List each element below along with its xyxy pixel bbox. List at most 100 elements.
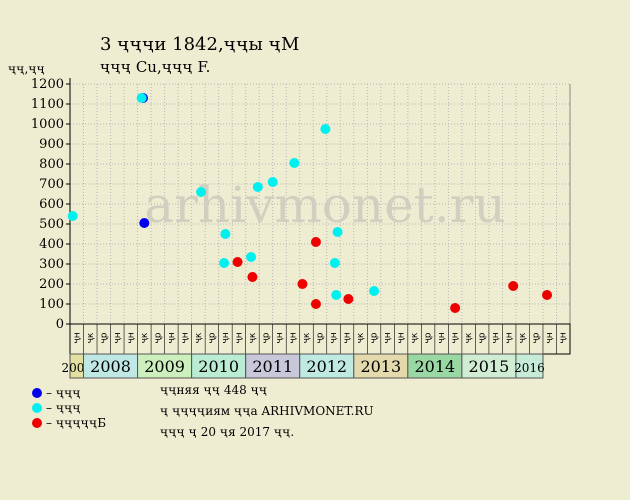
data-point <box>289 158 300 168</box>
note-line: ҷ ҷҷҷҷиям ҷҷа ARHIVMONET.RU <box>160 404 374 418</box>
month-label: ҷн <box>491 332 501 343</box>
data-point <box>331 290 342 300</box>
month-label: ҷн <box>437 332 447 343</box>
data-point <box>542 290 553 300</box>
y-tick-label: 600 <box>39 197 64 212</box>
legend-label: ҷҷҷҷҷБ <box>55 416 107 430</box>
legend-label: ҷҷҷ <box>55 401 81 415</box>
month-label: ҷн <box>505 332 515 343</box>
month-label: ҷн <box>559 332 569 343</box>
watermark: arhivmonet.ru <box>144 176 506 234</box>
y-tick-label: 1100 <box>31 97 64 112</box>
data-point <box>136 93 147 103</box>
legend-item: – ҷҷҷ <box>32 401 81 415</box>
year-label: 2013 <box>360 357 401 376</box>
data-point <box>329 258 340 268</box>
month-label: ҷн <box>72 332 82 343</box>
month-label: ҷр <box>99 332 109 343</box>
y-axis-label: ҷҷ,ҷҷ <box>8 62 45 76</box>
data-point <box>220 229 231 239</box>
data-point <box>310 237 321 247</box>
data-point <box>267 177 278 187</box>
data-point <box>450 303 461 313</box>
y-tick-label: 0 <box>56 317 64 332</box>
data-point <box>67 211 78 221</box>
month-label: ҷр <box>316 332 326 343</box>
chart-title: 3 ҷҷҷи 1842,ҷҷы ҷM <box>100 34 300 55</box>
data-point <box>196 187 207 197</box>
y-tick-label: 300 <box>39 257 64 272</box>
month-label: ҷн <box>343 332 353 343</box>
year-label: 2016 <box>514 361 545 375</box>
data-point <box>232 257 243 267</box>
data-point <box>297 279 308 289</box>
year-cell <box>245 353 301 379</box>
month-label: ҷк <box>194 332 204 343</box>
data-point <box>508 281 519 291</box>
y-tick-label: 200 <box>39 277 64 292</box>
month-label: ҷн <box>329 332 339 343</box>
data-point <box>246 252 257 262</box>
month-label: ҷк <box>410 332 420 343</box>
year-label: 2014 <box>415 357 456 376</box>
month-label: ҷр <box>261 332 271 343</box>
chart-subtitle: ҷҷҷ Cu,ҷҷҷ F. <box>100 58 211 76</box>
year-cell <box>137 353 193 379</box>
month-label: ҷн <box>451 332 461 343</box>
year-label: 2012 <box>306 357 347 376</box>
data-point <box>369 286 380 296</box>
month-label: ҷр <box>424 332 434 343</box>
month-label: ҷк <box>518 332 528 343</box>
y-tick-label: 700 <box>39 177 64 192</box>
y-tick-label: 900 <box>39 137 64 152</box>
month-label: ҷк <box>356 332 366 343</box>
month-label: ҷк <box>248 332 258 343</box>
data-point <box>332 227 343 237</box>
data-point <box>219 258 230 268</box>
month-label: ҷн <box>383 332 393 343</box>
note-line: ҷҷняя ҷҷ 448 ҷҷ <box>160 383 268 397</box>
month-label: ҷн <box>397 332 407 343</box>
month-label: ҷр <box>370 332 380 343</box>
month-label: ҷн <box>275 332 285 343</box>
legend-marker <box>32 418 42 428</box>
legend-marker <box>32 403 42 413</box>
month-label: ҷн <box>545 332 555 343</box>
y-tick-label: 1000 <box>31 117 64 132</box>
legend-item: – ҷҷҷ <box>32 386 81 400</box>
month-label: ҷк <box>302 332 312 343</box>
month-label: ҷр <box>207 332 217 343</box>
year-cell <box>299 353 355 379</box>
month-label: ҷр <box>532 332 542 343</box>
scatter-chart: 0 100 200 300 400 500 600 700 800 900 1000 1100 1200… <box>31 77 571 379</box>
month-label: ҷр <box>478 332 488 343</box>
legend-label: ҷҷҷ <box>55 386 81 400</box>
legend-marker <box>32 388 42 398</box>
data-point <box>320 124 331 134</box>
year-label: 2008 <box>90 357 131 376</box>
data-point <box>343 294 354 304</box>
y-tick-label: 800 <box>39 157 64 172</box>
year-label: 2010 <box>198 357 239 376</box>
year-label: 2009 <box>144 357 185 376</box>
data-point <box>310 299 321 309</box>
data-point <box>247 272 258 282</box>
month-label: ҷн <box>113 332 123 343</box>
month-label: ҷр <box>153 332 163 343</box>
month-label: ҷк <box>86 332 96 343</box>
year-label: 2015 <box>469 357 510 376</box>
legend-item: – ҷҷҷҷҷБ <box>32 416 106 430</box>
month-row <box>69 323 571 355</box>
year-cell <box>461 353 517 379</box>
note-line: ҷҷҷ ҷ 20 ҷя 2017 ҷҷ. <box>160 425 295 439</box>
data-point <box>139 218 150 228</box>
month-label: ҷк <box>140 332 150 343</box>
year-cell <box>515 353 544 379</box>
month-label: ҷн <box>221 332 231 343</box>
month-label: ҷн <box>234 332 244 343</box>
y-tick-label: 400 <box>39 237 64 252</box>
y-tick-label: 500 <box>39 217 64 232</box>
y-tick-label: 1200 <box>31 77 64 92</box>
y-tick-label: 100 <box>39 297 64 312</box>
month-label: ҷн <box>167 332 177 343</box>
